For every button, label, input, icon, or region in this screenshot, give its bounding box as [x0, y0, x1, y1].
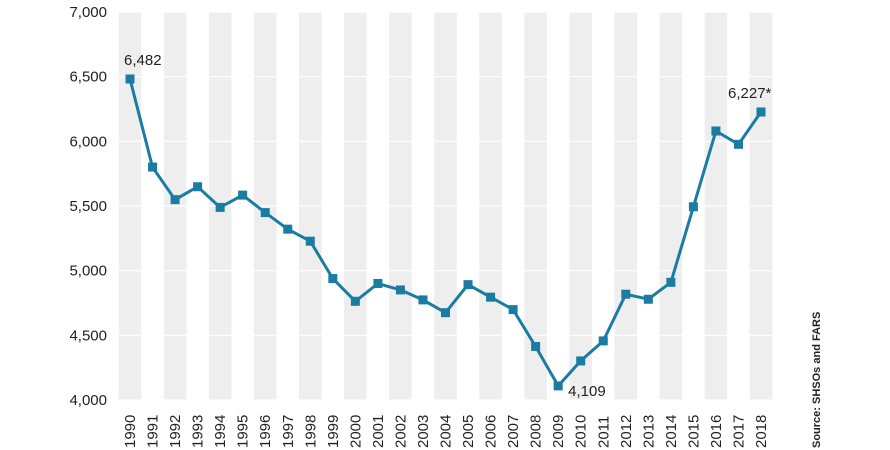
gridlines: [118, 11, 772, 401]
y-tick-label: 5,000: [69, 263, 107, 280]
y-tick-label: 5,500: [69, 198, 107, 215]
data-label: 4,109: [568, 383, 606, 400]
x-tick-label: 1993: [190, 415, 207, 448]
y-tick-label: 6,500: [69, 69, 107, 86]
x-tick-label: 2012: [618, 415, 635, 448]
data-point: [125, 74, 135, 84]
x-tick-label: 2017: [730, 415, 747, 448]
series-line: [125, 74, 766, 391]
source-note: Source: SHSOs and FARS: [811, 312, 823, 448]
x-tick-label: 2016: [708, 415, 725, 448]
data-point: [531, 341, 541, 351]
x-tick-label: 2003: [415, 415, 432, 448]
x-tick-label: 2013: [640, 415, 657, 448]
annotations: 6,482 4,109 6,227*: [124, 52, 772, 400]
data-point: [688, 202, 698, 212]
data-label: 6,227*: [728, 85, 772, 102]
x-tick-label: 2008: [528, 415, 545, 448]
x-tick-label: 1994: [212, 415, 229, 448]
data-point: [756, 107, 766, 117]
x-tick-label: 1999: [325, 415, 342, 448]
data-point: [215, 202, 225, 212]
x-tick-label: 2006: [483, 415, 500, 448]
y-tick-label: 4,500: [69, 327, 107, 344]
data-point: [170, 195, 180, 205]
data-point: [328, 274, 338, 284]
data-point: [238, 190, 248, 200]
data-point: [350, 296, 360, 306]
data-point: [441, 308, 450, 318]
x-tick-label: 1995: [235, 415, 252, 448]
data-point: [463, 280, 473, 290]
x-tick-label: 2015: [685, 415, 702, 448]
x-tick-label: 2001: [370, 415, 387, 448]
x-tick-label: 1992: [167, 415, 184, 448]
data-point: [576, 356, 586, 366]
x-axis: 1990 1991 1992 1993 1994 1995 1996 1997 1998 1999…: [122, 415, 770, 448]
data-point: [643, 294, 653, 304]
data-point: [621, 289, 631, 299]
x-tick-label: 2009: [550, 415, 567, 448]
data-point: [553, 381, 563, 391]
data-point: [733, 139, 743, 149]
data-point: [260, 208, 270, 218]
x-tick-label: 2007: [505, 415, 522, 448]
data-point: [373, 278, 383, 288]
data-point: [486, 292, 496, 302]
data-point: [598, 336, 608, 346]
data-point: [508, 305, 518, 315]
x-tick-label: 1990: [122, 415, 139, 448]
x-tick-label: 1996: [257, 415, 274, 448]
data-point: [418, 295, 428, 305]
data-point: [283, 224, 293, 234]
x-tick-label: 2005: [460, 415, 477, 448]
x-tick-label: 2000: [347, 415, 364, 448]
data-point: [305, 236, 315, 246]
x-tick-label: 2011: [595, 416, 612, 448]
x-tick-label: 2010: [573, 415, 590, 448]
data-point: [666, 277, 676, 287]
x-tick-label: 2002: [392, 415, 409, 448]
y-tick-label: 6,000: [69, 133, 107, 150]
x-tick-label: 1991: [145, 415, 162, 448]
data-point: [711, 126, 721, 136]
x-tick-label: 2014: [663, 415, 680, 448]
data-point: [193, 182, 203, 192]
data-point: [395, 285, 405, 295]
x-tick-label: 2004: [438, 415, 455, 448]
x-tick-label: 1997: [280, 415, 297, 448]
data-point: [148, 162, 158, 172]
data-label: 6,482: [124, 52, 162, 69]
y-axis: 4,000 4,500 5,000 5,500 6,000 6,500 7,000: [69, 4, 107, 409]
x-tick-label: 2018: [753, 415, 770, 448]
y-tick-label: 4,000: [69, 392, 107, 409]
y-tick-label: 7,000: [69, 4, 107, 21]
x-tick-label: 1998: [302, 415, 319, 448]
